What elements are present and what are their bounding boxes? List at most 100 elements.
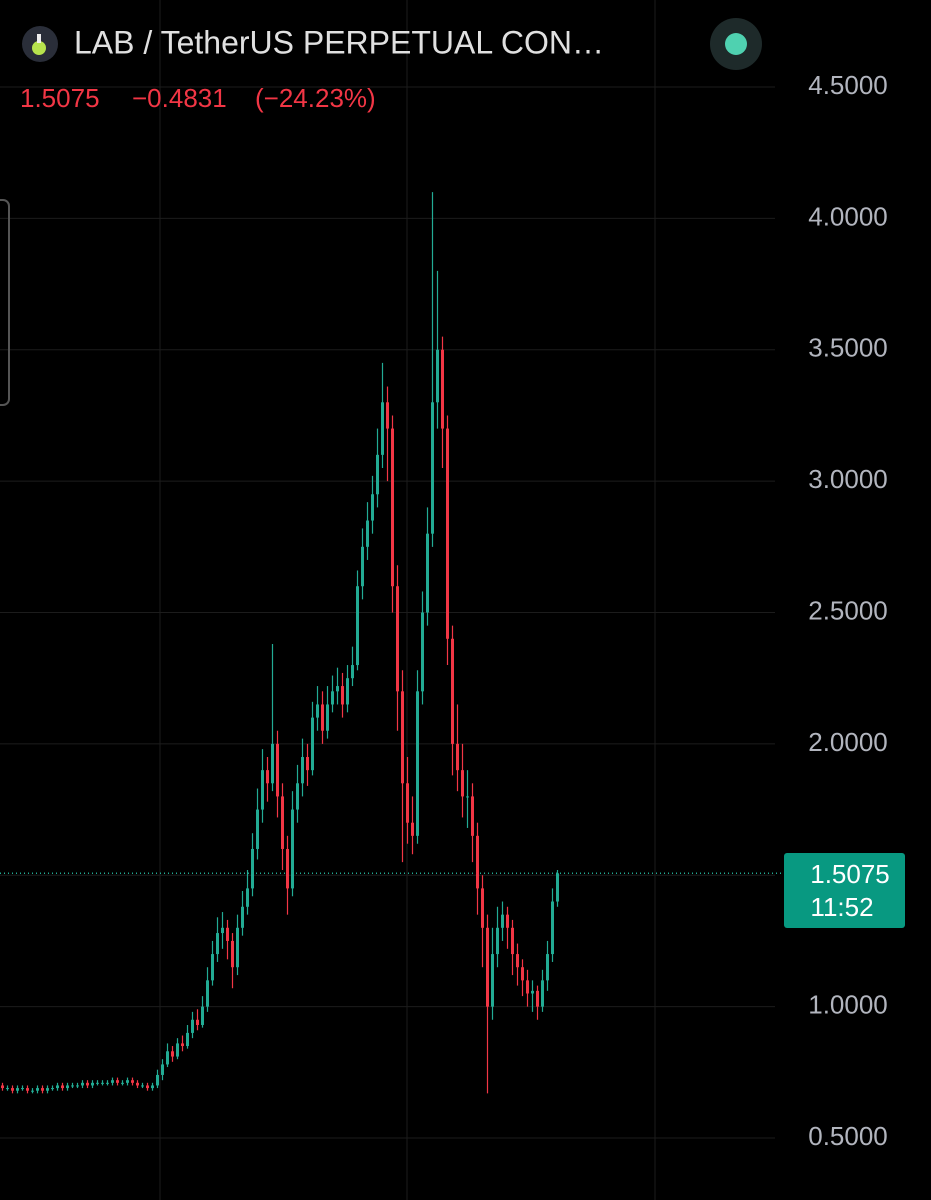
candle-body bbox=[516, 954, 519, 968]
candle-body bbox=[41, 1088, 44, 1091]
candle-body bbox=[236, 927, 239, 968]
candle-body bbox=[466, 796, 469, 798]
icon-flask bbox=[32, 41, 46, 55]
y-tick-label: 2.0000 bbox=[808, 727, 888, 757]
candle-body bbox=[226, 927, 229, 941]
candle-body bbox=[501, 914, 504, 928]
candle-body bbox=[21, 1088, 24, 1090]
candle-body bbox=[156, 1074, 159, 1086]
candle-body bbox=[81, 1082, 84, 1086]
candle-body bbox=[336, 686, 339, 692]
candle-body bbox=[491, 954, 494, 1007]
candle-body bbox=[311, 717, 314, 771]
candle-body bbox=[331, 691, 334, 705]
candle-body bbox=[431, 402, 434, 534]
candle-body bbox=[441, 349, 444, 429]
candle-body bbox=[406, 783, 409, 823]
candle-body bbox=[546, 954, 549, 981]
candle-body bbox=[116, 1080, 119, 1083]
candle-body bbox=[121, 1082, 124, 1084]
candle-body bbox=[151, 1085, 154, 1089]
candle-body bbox=[256, 809, 259, 849]
candle-body bbox=[476, 835, 479, 889]
candle-body bbox=[16, 1088, 19, 1091]
candle-body bbox=[181, 1043, 184, 1047]
candles bbox=[0, 192, 784, 1094]
candle-body bbox=[176, 1043, 179, 1057]
candle-body bbox=[396, 586, 399, 692]
candle-body bbox=[31, 1090, 34, 1092]
candle-body bbox=[61, 1085, 64, 1089]
candle-body bbox=[446, 428, 449, 639]
price-label-box bbox=[784, 853, 905, 928]
candle-body bbox=[326, 704, 329, 731]
candle-body bbox=[281, 796, 284, 849]
candle-body bbox=[401, 691, 404, 784]
candle-body bbox=[456, 743, 459, 771]
candle-body bbox=[36, 1088, 39, 1091]
candle-body bbox=[496, 927, 499, 955]
candle-body bbox=[526, 980, 529, 994]
candle-body bbox=[421, 612, 424, 692]
candle-body bbox=[161, 1064, 164, 1075]
candle-body bbox=[286, 848, 289, 889]
candle-body bbox=[426, 533, 429, 613]
candle-body bbox=[276, 743, 279, 797]
candle-body bbox=[111, 1080, 114, 1083]
candle-body bbox=[346, 678, 349, 705]
last-price: 1.5075 bbox=[20, 83, 100, 113]
candle-body bbox=[361, 546, 364, 587]
y-tick-label: 1.0000 bbox=[808, 990, 888, 1020]
candle-body bbox=[56, 1085, 59, 1089]
symbol-title: LAB / TetherUS PERPETUAL CON… bbox=[74, 24, 604, 60]
candle-body bbox=[96, 1082, 99, 1084]
candle-body bbox=[191, 1019, 194, 1033]
candle-body bbox=[351, 665, 354, 679]
candle-body bbox=[266, 770, 269, 784]
candle-body bbox=[541, 980, 544, 1007]
candle-body bbox=[131, 1080, 134, 1083]
candle-body bbox=[91, 1082, 94, 1086]
candle-body bbox=[321, 704, 324, 731]
candle-body bbox=[71, 1085, 74, 1087]
candle-body bbox=[436, 349, 439, 403]
panel-handle[interactable] bbox=[0, 199, 10, 406]
candle-body bbox=[26, 1088, 29, 1091]
candle-body bbox=[1, 1085, 4, 1089]
candle-body bbox=[6, 1088, 9, 1090]
candle-body bbox=[481, 888, 484, 928]
price-change-pct: (−24.23%) bbox=[255, 83, 376, 113]
status-dot bbox=[725, 33, 747, 55]
y-tick-label: 0.5000 bbox=[808, 1121, 888, 1151]
candle-body bbox=[76, 1085, 79, 1087]
countdown-label: 11:52 bbox=[810, 892, 873, 922]
candle-body bbox=[251, 848, 254, 889]
candle-body bbox=[531, 990, 534, 994]
candle-body bbox=[86, 1082, 89, 1086]
candle-body bbox=[206, 980, 209, 1007]
y-tick-label: 4.5000 bbox=[808, 70, 888, 100]
candle-body bbox=[216, 933, 219, 955]
candle-body bbox=[376, 454, 379, 495]
candle-body bbox=[551, 901, 554, 955]
candle-body bbox=[511, 927, 514, 955]
candle-body bbox=[536, 990, 539, 1007]
candle-body bbox=[521, 967, 524, 981]
price-change: −0.4831 bbox=[132, 83, 227, 113]
symbol-icon bbox=[22, 26, 58, 62]
icon-neck bbox=[37, 34, 41, 43]
y-tick-label: 3.5000 bbox=[808, 333, 888, 363]
candle-body bbox=[506, 914, 509, 928]
candle-body bbox=[106, 1082, 109, 1084]
candle-body bbox=[291, 809, 294, 889]
y-tick-label: 4.0000 bbox=[808, 201, 888, 231]
y-tick-label: 2.5000 bbox=[808, 595, 888, 625]
candle-body bbox=[141, 1085, 144, 1087]
candle-body bbox=[101, 1082, 104, 1084]
candle-body bbox=[556, 873, 559, 902]
candle-body bbox=[246, 888, 249, 907]
candle-body bbox=[126, 1080, 129, 1083]
